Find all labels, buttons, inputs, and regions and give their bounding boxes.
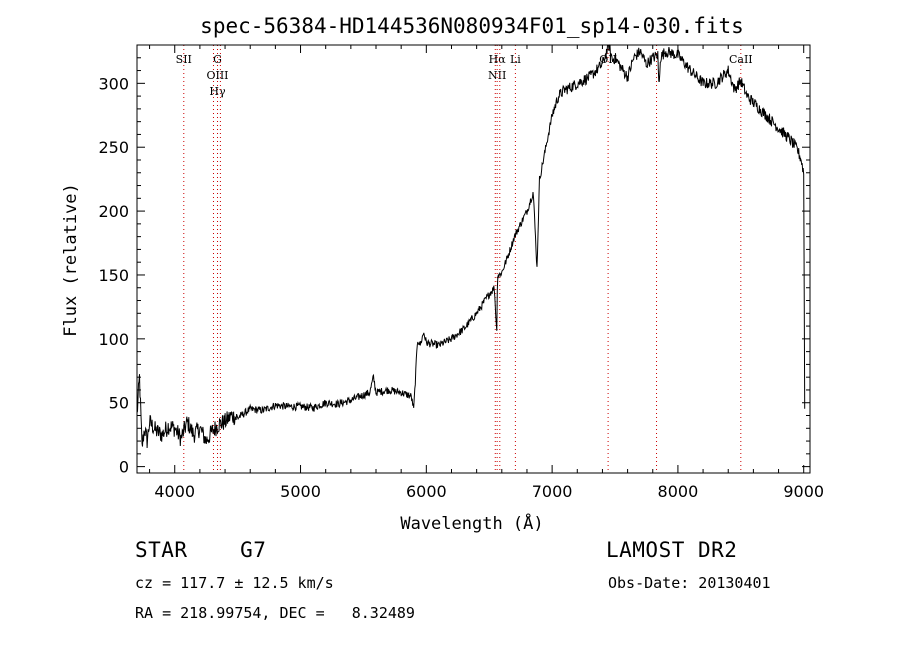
line-marker-label: SII xyxy=(176,53,192,66)
line-marker-label: OIII xyxy=(206,69,228,82)
y-tick-label: 250 xyxy=(98,138,129,157)
x-tick-label: 6000 xyxy=(406,482,447,501)
x-tick-label: 5000 xyxy=(280,482,321,501)
redshift-label: cz = 117.7 ± 12.5 km/s xyxy=(135,574,334,592)
line-marker-label: G xyxy=(213,53,222,66)
line-marker-label: Hγ xyxy=(209,85,226,98)
y-tick-label: 200 xyxy=(98,202,129,221)
survey-label: LAMOST DR2 xyxy=(606,538,738,562)
line-marker-label: Hα xyxy=(489,53,507,66)
x-tick-label: 9000 xyxy=(783,482,824,501)
line-marker-label: CaII xyxy=(729,53,753,66)
y-tick-label: 50 xyxy=(109,394,129,413)
x-axis-ticks: 4000 5000 6000 7000 8000 9000 xyxy=(149,45,824,501)
y-tick-label: 0 xyxy=(119,458,129,477)
y-axis-ticks: 0 50 100 150 200 250 300 xyxy=(98,57,810,477)
x-tick-label: 4000 xyxy=(154,482,195,501)
flux-series xyxy=(136,44,806,449)
coordinates-label: RA = 218.99754, DEC = 8.32489 xyxy=(135,604,415,622)
y-axis-label: Flux (relative) xyxy=(61,183,81,337)
spectrum-chart: spec-56384-HD144536N080934F01_sp14-030.f… xyxy=(61,14,824,534)
star-class-label: STAR G7 xyxy=(135,538,267,562)
plot-frame xyxy=(136,44,811,474)
x-tick-label: 8000 xyxy=(658,482,699,501)
x-tick-label: 7000 xyxy=(532,482,573,501)
line-marker-label: Li xyxy=(510,53,521,66)
y-tick-label: 150 xyxy=(98,266,129,285)
line-marker-label: NII xyxy=(488,69,506,82)
y-tick-label: 100 xyxy=(98,330,129,349)
flux-line xyxy=(136,44,806,449)
obs-date-label: Obs-Date: 20130401 xyxy=(608,574,771,592)
y-tick-label: 300 xyxy=(98,74,129,93)
line-marker-label: OII xyxy=(599,53,617,66)
chart-title: spec-56384-HD144536N080934F01_sp14-030.f… xyxy=(200,14,744,38)
x-axis-label: Wavelength (Å) xyxy=(400,512,543,534)
spectral-line-markers: SII G OIII Hγ Hα NII Li OII CaII xyxy=(176,45,753,473)
